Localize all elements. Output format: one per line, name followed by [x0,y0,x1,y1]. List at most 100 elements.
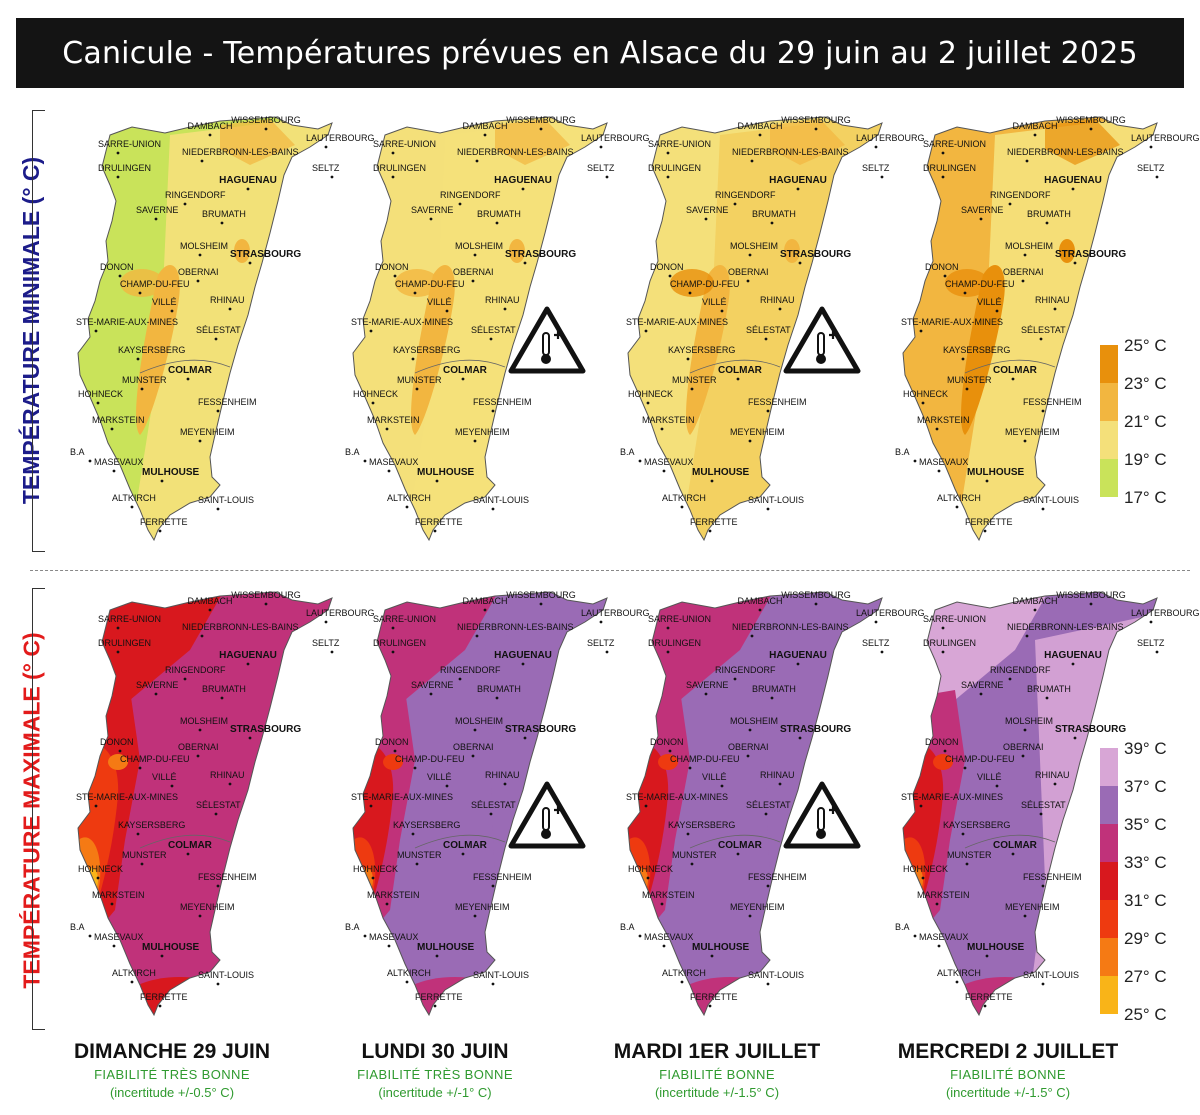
city-dot [710,954,714,958]
city-label: COLMAR [443,840,488,851]
city-dot [983,1004,987,1008]
city-dot [1039,812,1043,816]
city-label: MUNSTER [947,375,992,385]
legend-swatch [1100,459,1118,497]
city-dot [748,439,752,443]
city-dot [473,253,477,257]
legend-swatch [1100,748,1118,786]
city-label: MEYENHEIM [730,902,785,912]
city-label: DONON [650,737,684,747]
city-dot [1023,439,1027,443]
city-label: SÉLESTAT [1021,325,1066,335]
legend-label: 29° C [1124,929,1167,948]
city-label: BRUMATH [477,684,521,694]
city-dot [1039,337,1043,341]
min-legend-row: 19° C [1100,450,1167,497]
city-dot [985,954,989,958]
city-dot [778,307,782,311]
city-dot [200,159,204,163]
city-label: COLMAR [168,365,213,376]
city-label: SAVERNE [411,680,453,690]
city-dot [186,852,190,856]
city-label: DRULINGEN [923,638,976,648]
city-label: MEYENHEIM [1005,427,1060,437]
city-dot [503,782,507,786]
legend-label: 25° C [1124,1005,1167,1024]
city-dot [666,626,670,630]
legend-label: 25° C [1124,336,1167,355]
city-label: B.A [620,447,635,457]
city-label: WISSEMBOURG [506,590,576,600]
city-label: SARRE-UNION [648,614,711,624]
city-dot [1021,754,1025,758]
city-label: MEYENHEIM [180,427,235,437]
day-caption-1: DIMANCHE 29 JUIN FIABILITÉ TRÈS BONNE (inc… [27,1040,317,1100]
city-label: LAUTERBOURG [581,608,650,618]
city-dot [385,427,389,431]
city-dot [1033,608,1037,612]
city-label: SÉLESTAT [746,800,791,810]
city-label: CHAMP-DU-FEU [670,279,740,289]
city-dot [489,812,493,816]
city-dot [1041,884,1045,888]
city-label: MOLSHEIM [455,241,503,251]
city-dot [1025,159,1029,163]
row-divider [30,570,1190,571]
city-dot [385,902,389,906]
reliability-label: FIABILITÉ BONNE [950,1067,1066,1082]
city-dot [943,274,947,278]
city-label: FERRETTE [140,992,188,1002]
city-dot [110,902,114,906]
city-dot [814,602,818,606]
city-label: DONON [925,737,959,747]
city-label: NIEDERBRONN-LES-BAINS [1007,622,1124,632]
city-label: FESSENHEIM [1023,872,1082,882]
city-label: STRASBOURG [1055,249,1126,260]
department-border [689,359,781,374]
city-label: FERRETTE [415,992,463,1002]
city-label: HOHNECK [903,864,948,874]
region-outline [902,116,1158,542]
city-dot [798,261,802,265]
city-dot [88,459,92,463]
city-dot [94,329,98,333]
city-dot [130,505,134,509]
city-dot [746,754,750,758]
city-label: MASEVAUX [644,457,693,467]
city-dot [523,736,527,740]
city-label: MARKSTEIN [917,415,970,425]
city-dot [154,692,158,696]
zone-north-hot [495,119,570,165]
city-dot [1045,221,1049,225]
region-outline [77,591,333,1017]
city-label: SARRE-UNION [373,614,436,624]
city-label: SÉLESTAT [746,325,791,335]
city-dot [158,529,162,533]
city-dot [1071,187,1075,191]
city-label: DRULINGEN [648,163,701,173]
city-label: VILLÉ [977,772,1002,782]
city-label: HAGUENAU [1044,175,1102,186]
max-legend-row: 33° C [1100,853,1167,900]
city-label: MUNSTER [122,375,167,385]
city-label: RINGENDORF [715,190,776,200]
city-dot [963,766,967,770]
city-dot [411,832,415,836]
city-label: WISSEMBOURG [506,115,576,125]
zone-hot [686,265,730,435]
city-dot [324,620,328,624]
city-label: MUNSTER [947,850,992,860]
city-dot [220,696,224,700]
legend-label: 17° C [1124,488,1167,507]
zone-hot [961,265,1005,435]
department-border [414,834,506,849]
zone-hot [411,265,455,435]
city-dot [96,401,100,405]
city-label: LAUTERBOURG [581,133,650,143]
city-dot [995,309,999,313]
legend-label: 35° C [1124,815,1167,834]
city-dot [118,749,122,753]
city-label: NIEDERBRONN-LES-BAINS [457,147,574,157]
city-dot [1023,728,1027,732]
